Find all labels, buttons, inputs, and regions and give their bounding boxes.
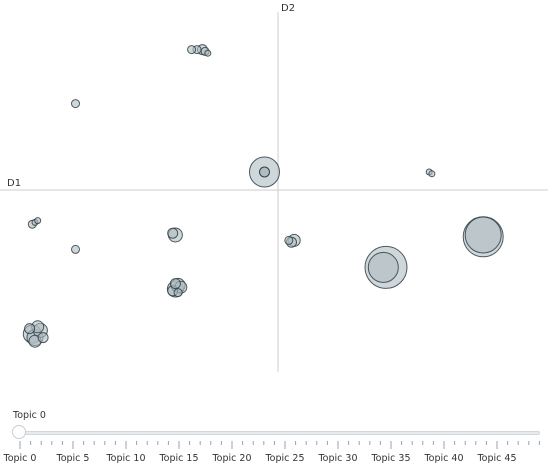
topic-slider-track[interactable] (20, 431, 540, 435)
slider-tick-label: Topic 20 (211, 453, 251, 464)
topic-slider-handle[interactable] (12, 425, 26, 439)
slider-tick-label: Topic 15 (158, 453, 198, 464)
slider-tick-label: Topic 10 (105, 453, 145, 464)
topic-bubble-17[interactable] (173, 288, 183, 298)
slider-tick-label: Topic 35 (370, 453, 410, 464)
slider-current-topic-label: Topic 0 (13, 410, 46, 421)
slider-tick-label: Topic 40 (423, 453, 463, 464)
topic-bubble-16[interactable] (169, 278, 181, 290)
topic-bubbles (22, 44, 504, 348)
slider-tick-label: Topic 30 (317, 453, 357, 464)
topic-bubble-31[interactable] (34, 217, 42, 225)
slider-tick-label: Topic 45 (476, 453, 516, 464)
topic-bubble-32[interactable] (71, 244, 80, 254)
topic-bubble-20[interactable] (187, 45, 197, 55)
slider-tick-label: Topic 0 (3, 453, 37, 464)
topic-bubble-34[interactable] (428, 170, 436, 178)
slider-tick-label: Topic 25 (264, 453, 304, 464)
topic-bubble-23[interactable] (71, 99, 80, 109)
topic-bubble-22[interactable] (204, 49, 212, 57)
topic-bubble-selected-marker (259, 166, 270, 178)
topic-bubble-11[interactable] (24, 323, 36, 335)
d2-axis-label: D2 (281, 3, 295, 14)
topic-scatter-chart: D1 D2 (0, 3, 548, 372)
topic-bubble-25[interactable] (167, 227, 179, 239)
topic-bubble-4[interactable] (367, 251, 399, 283)
topic-bubble-10[interactable] (37, 332, 49, 344)
slider-tick-label: Topic 5 (56, 453, 90, 464)
topic-slider-ticks: Topic 0 Topic 5 Topic 10 Topic 15 Topic 20 To… (3, 441, 540, 464)
d1-axis-label: D1 (7, 178, 21, 189)
topic-bubble-2[interactable] (464, 216, 502, 254)
topic-bubble-28[interactable] (284, 235, 294, 245)
